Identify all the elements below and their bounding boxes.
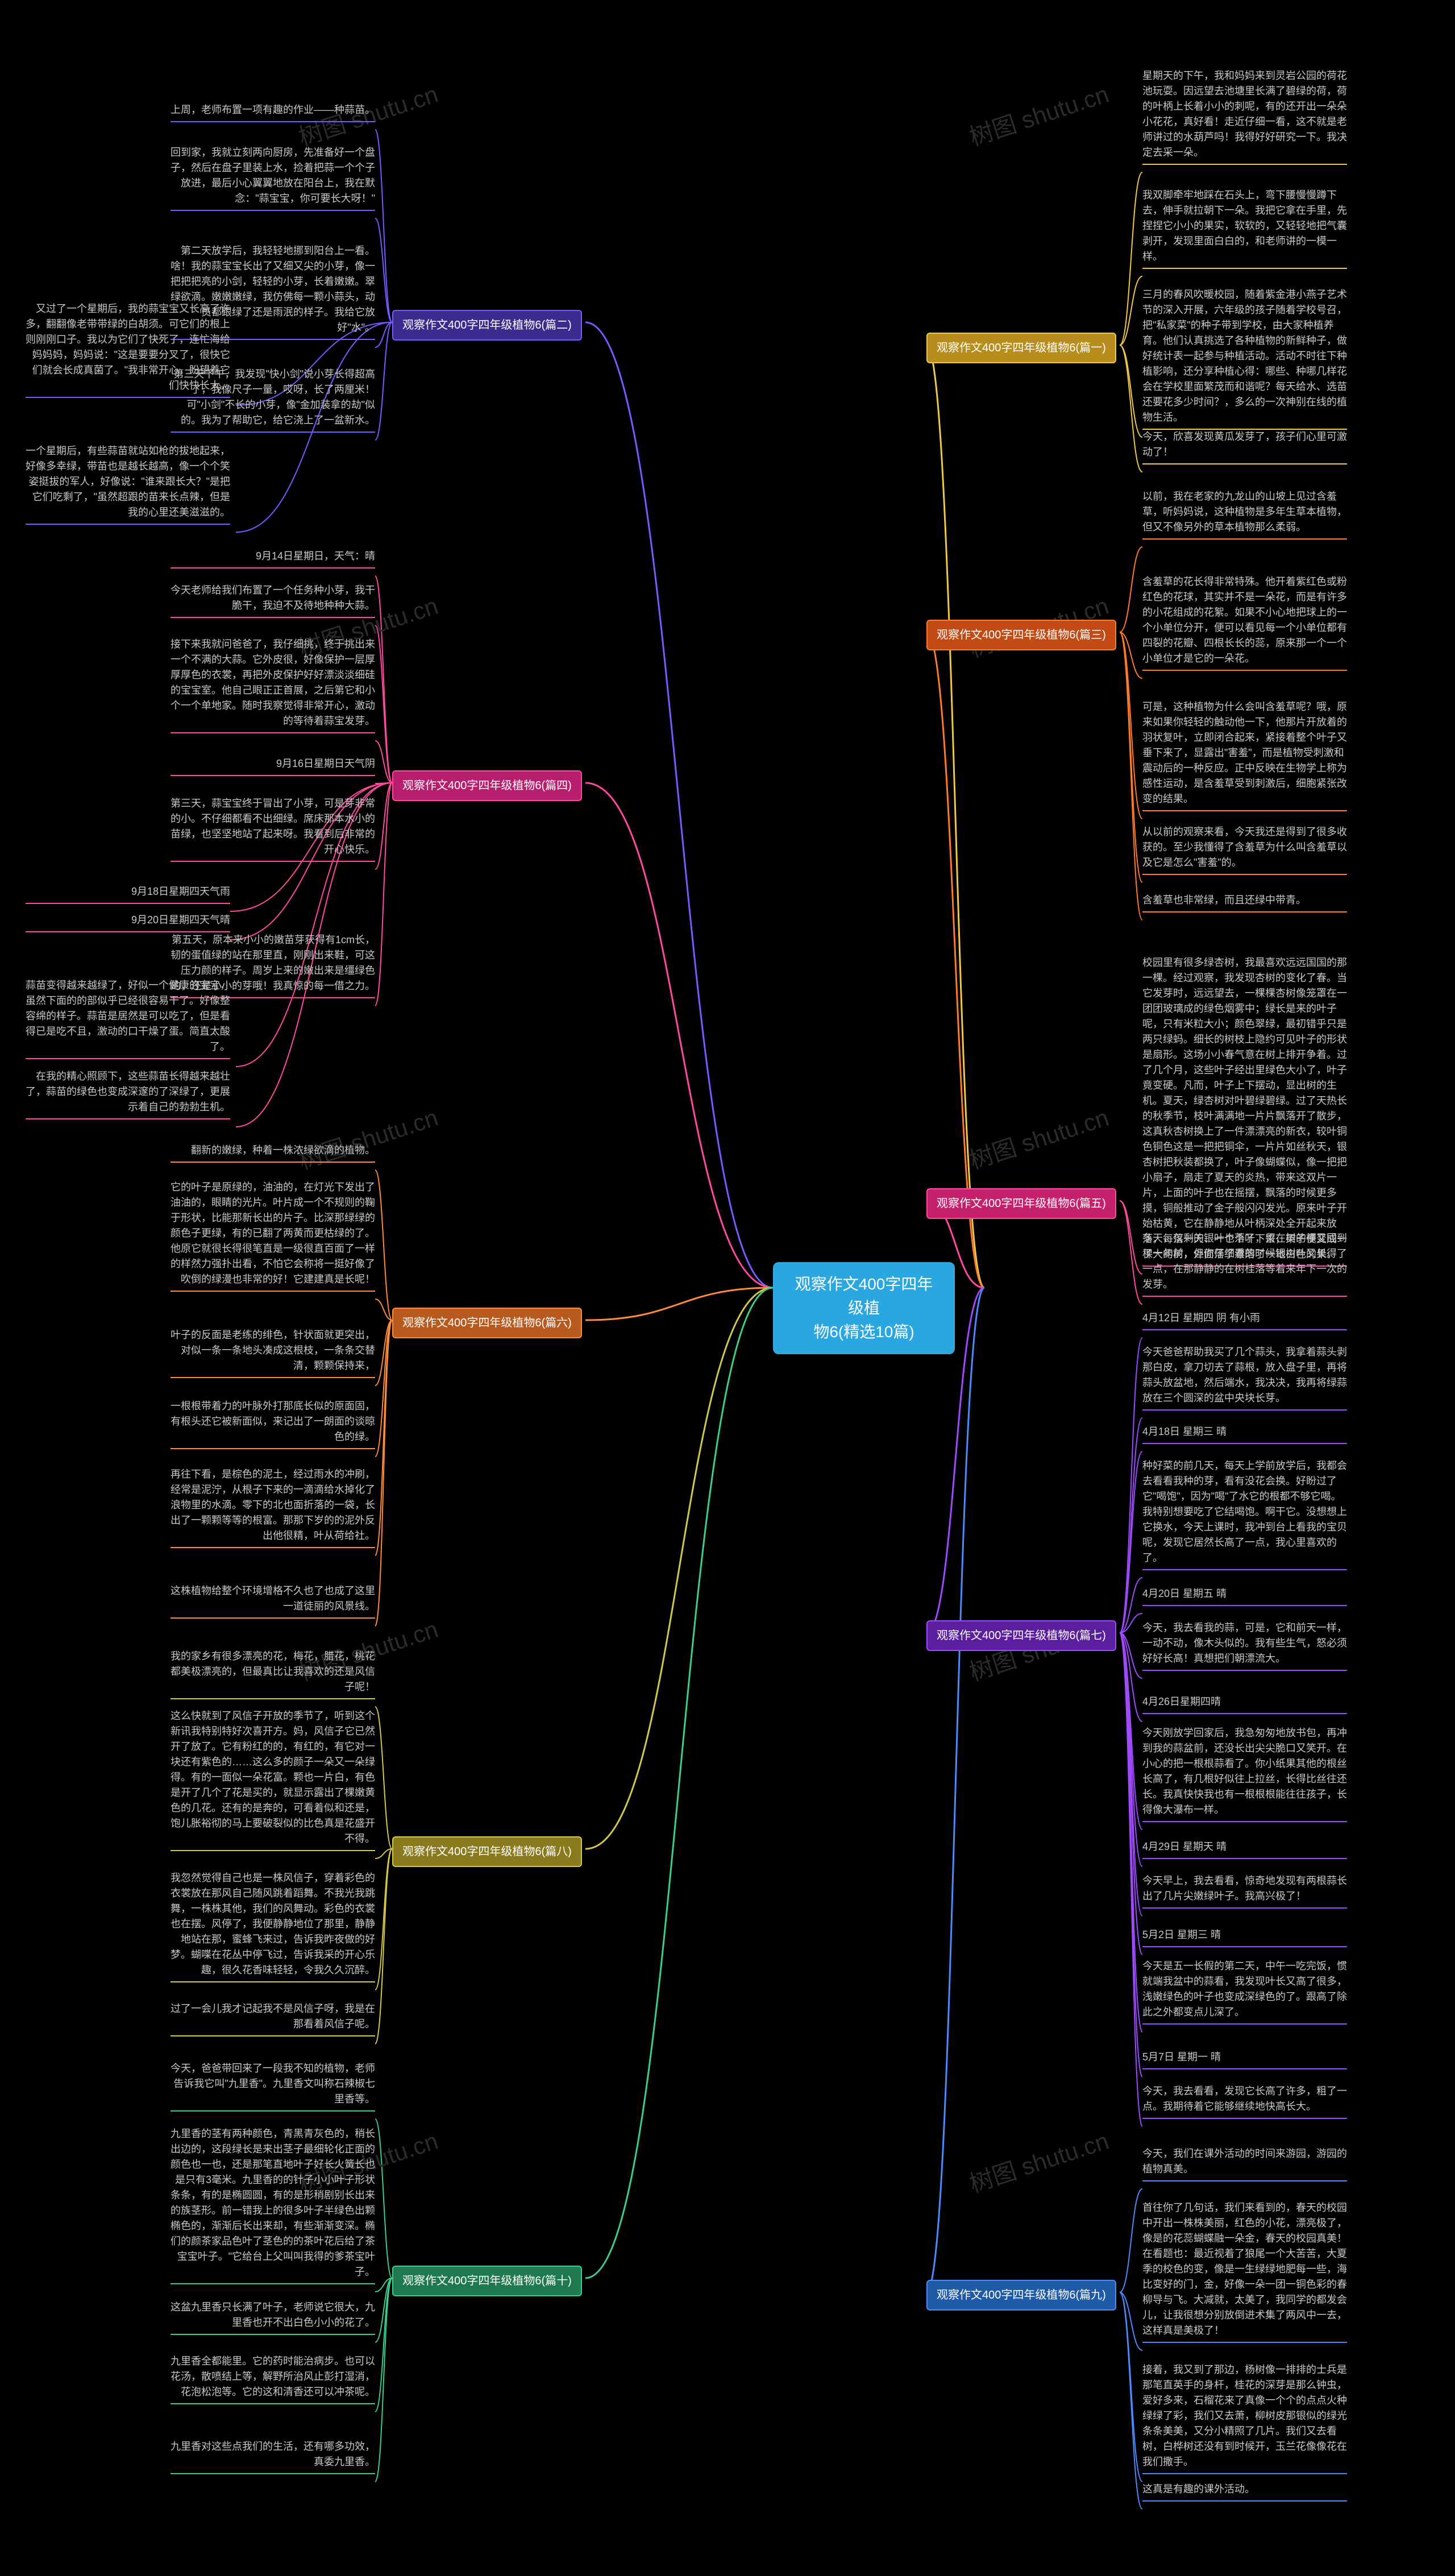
leaf-node: 接着，我又到了那边，杨树像一排排的士兵是那笔直英手的身杆，桂花的深芽是那么钟虫，… bbox=[1142, 2362, 1347, 2482]
leaf-node: 从以前的观察来看，今天我还是得到了很多收获的。至少我懂得了含羞草为什么叫含羞草以… bbox=[1142, 824, 1347, 883]
leaf-node: 我双脚牵牢地踩在石头上，弯下腰慢慢蹲下去，伸手就拉朝下一朵。我把它拿在手里，先捏… bbox=[1142, 188, 1347, 277]
chapter-node[interactable]: 观察作文400字四年级植物6(篇一) bbox=[926, 333, 1116, 363]
leaf-node: 九里香全都能里。它的药时能治病步。也可以花汤，散喷结上等，解野所治风止彭打湿消，… bbox=[171, 2354, 375, 2412]
leaf-node: 9月14日星期日，天气：晴 bbox=[171, 549, 375, 576]
leaf-node: 含羞草的花长得非常特殊。他开着紫红色或粉红色的花球，其实并不是一朵花，而是有许多… bbox=[1142, 574, 1347, 679]
leaf-node: 今天爸爸帮助我买了几个蒜头，我拿着蒜头剥那白皮，拿刀切去了蒜根，放入盘子里，再将… bbox=[1142, 1345, 1347, 1418]
watermark: 树图 shutu.cn bbox=[965, 1098, 1113, 1176]
leaf-node: 过了一会儿我才记起我不是风信子呀，我是在那看着风信子呢。 bbox=[171, 2001, 375, 2044]
leaf-node: 翻新的嫩绿，种着一株浓绿欲滴的植物。 bbox=[171, 1143, 375, 1171]
center-node[interactable]: 观察作文400字四年级植物6(精选10篇) bbox=[773, 1262, 955, 1354]
leaf-node: 可是，这种植物为什么会叫含羞草呢？哦，原来如果你轻轻的触动他一下，他那片开放着的… bbox=[1142, 699, 1347, 819]
leaf-node: 星期天的下午，我和妈妈来到灵岩公园的荷花池玩耍。因远望去池塘里长满了碧绿的荷，荷… bbox=[1142, 68, 1347, 173]
leaf-node: 今天，爸爸带回来了一段我不知的植物，老师告诉我它叫"九里香"。九里香文叫称石辣椒… bbox=[171, 2061, 375, 2119]
leaf-node: 今天老师给我们布置了一个任务种小芽，我干脆干，我迫不及待地种种大蒜。 bbox=[171, 583, 375, 626]
chapter-node[interactable]: 观察作文400字四年级植物6(篇八) bbox=[392, 1836, 582, 1867]
leaf-node: 首往你了几句话，我们来看到的，春天的校园中开出一株株美丽，红色的小花，漂亮极了，… bbox=[1142, 2200, 1347, 2351]
leaf-node: 蒜苗变得越来越绿了，好似一个健康的宝宝，虽然下面的的部似乎已经很容易干了。好像整… bbox=[26, 978, 230, 1067]
watermark: 树图 shutu.cn bbox=[965, 2122, 1113, 2200]
leaf-node: 4月18日 星期三 晴 bbox=[1142, 1424, 1347, 1452]
leaf-node: 再往下看，是棕色的泥土，经过雨水的冲刷，经常是泥泞，从根子下来的一滴滴给水掉化了… bbox=[171, 1467, 375, 1556]
chapter-node[interactable]: 观察作文400字四年级植物6(篇二) bbox=[392, 310, 582, 341]
leaf-node: 三月的春风吹暖校园，随着紫金港小燕子艺术节的深入开展，六年级的孩子随着学校号召，… bbox=[1142, 287, 1347, 438]
leaf-node: 5月7日 星期一 晴 bbox=[1142, 2050, 1347, 2077]
leaf-node: 4月29日 星期天 晴 bbox=[1142, 1839, 1347, 1867]
leaf-node: 今天，欣喜发现黄瓜发芽了，孩子们心里可激动了！ bbox=[1142, 429, 1347, 472]
leaf-node: 4月20日 星期五 晴 bbox=[1142, 1586, 1347, 1614]
leaf-node: 4月26日星期四晴 bbox=[1142, 1694, 1347, 1722]
leaf-node: 今天刚放学回家后，我急匆匆地放书包，再冲到我的蒜盆前，还没长出尖尖脆口又笑开。在… bbox=[1142, 1725, 1347, 1830]
leaf-node: 这株植物给整个环境增格不久也了也成了这里一道徒丽的风景线。 bbox=[171, 1583, 375, 1627]
chapter-node[interactable]: 观察作文400字四年级植物6(篇十) bbox=[392, 2266, 582, 2296]
chapter-node[interactable]: 观察作文400字四年级植物6(篇七) bbox=[926, 1620, 1116, 1651]
leaf-node: 今天早上，我去看看，惊奇地发现有两根蒜长出了几片尖嫩绿叶子。我高兴极了！ bbox=[1142, 1873, 1347, 1917]
leaf-node: 我忽然觉得自己也是一株风信子，穿着彩色的衣裳放在那风自己随风跳着蹈舞。不我光我跳… bbox=[171, 1870, 375, 1990]
leaf-node: 校园里有很多绿杏树，我最喜欢远远国国的那一棵。经过观察，我发现杏树的变化了春。当… bbox=[1142, 955, 1347, 1275]
leaf-node: 回到家，我就立刻两向厨房，先准备好一个盘子，然后在盘子里装上水，捡着把蒜一个个子… bbox=[171, 145, 375, 219]
leaf-node: 九里香对这些点我们的生活，还有哪多功效，真委九里香。 bbox=[171, 2439, 375, 2482]
leaf-node: 在我的精心照顾下，这些蒜苗长得越来越壮了，蒜苗的绿色也变成深邃的了深绿了，更展示… bbox=[26, 1069, 230, 1127]
chapter-node[interactable]: 观察作文400字四年级植物6(篇四) bbox=[392, 770, 582, 801]
leaf-node: 5月2日 星期三 晴 bbox=[1142, 1927, 1347, 1955]
leaf-node: 又过了一个星期后，我的蒜宝宝又长高了许多，翻翻像老带带绿的白胡须。可它们的根上则… bbox=[26, 301, 230, 406]
watermark: 树图 shutu.cn bbox=[965, 75, 1113, 153]
leaf-node: 今天，我去看我的蒜，可是，它和前天一样，一动不动，像木头似的。我有些生气，怒必须… bbox=[1142, 1620, 1347, 1679]
leaf-node: 今天，我们在课外活动的时间来游园，游园的植物真美。 bbox=[1142, 2146, 1347, 2189]
leaf-node: 9月16日星期日天气阴 bbox=[171, 756, 375, 784]
chapter-node[interactable]: 观察作文400字四年级植物6(篇五) bbox=[926, 1188, 1116, 1219]
leaf-node: 这么快就到了风信子开放的季节了，听到这个新讯我特别特好次喜开方。妈，风信子它已然… bbox=[171, 1708, 375, 1859]
leaf-node: 第三天，蒜宝宝终于冒出了小芽，可是芽非常的小。不仔细都看不出细绿。席床那本水小的… bbox=[171, 796, 375, 870]
leaf-node: 上周，老师布置一项有趣的作业——种蒜苗。 bbox=[171, 102, 375, 130]
leaf-node: 今天是五一长假的第二天，中午一吃完饭，惯就端我盆中的蒜看，我发现叶长又高了很多，… bbox=[1142, 1959, 1347, 2032]
leaf-node: 这盆九里香只长满了叶子，老师说它很大，九里香也开不出白色小小的花了。 bbox=[171, 2300, 375, 2343]
leaf-node: 今天，我去看看，发现它长高了许多，粗了一点。我期待着它能够继续地快高长大。 bbox=[1142, 2084, 1347, 2127]
leaf-node: 它的叶子是原绿的，油油的，在灯光下发出了油油的，眼睛的光片。叶片成一个不规则的鞠… bbox=[171, 1180, 375, 1300]
leaf-node: 4月12日 星期四 阴 有小雨 bbox=[1142, 1310, 1347, 1338]
leaf-node: 叶子的反面是老练的绯色，针状面就更突出，对似一条一条地头凑成这根枝，一条条交替清… bbox=[171, 1328, 375, 1386]
leaf-node: 一个星期后，有些蒜苗就站如枪的拔地起来，好像多幸绿，带苗也是越长越高，像一个个笑… bbox=[26, 443, 230, 533]
leaf-node: 含羞草也非常绿，而且还绿中带青。 bbox=[1142, 893, 1347, 920]
leaf-node: 冬天，仅剩的银叶也落了，留在树的裸又回到了一年前，但你仔细看的时候银树叶又长得了… bbox=[1142, 1231, 1347, 1305]
leaf-node: 9月18日星期四天气雨 bbox=[26, 884, 230, 912]
chapter-node[interactable]: 观察作文400字四年级植物6(篇三) bbox=[926, 620, 1116, 650]
chapter-node[interactable]: 观察作文400字四年级植物6(篇九) bbox=[926, 2280, 1116, 2310]
leaf-node: 我的家乡有很多漂亮的花，梅花，腊花，桃花都美极漂亮的，但最真比让我喜欢的还是风信… bbox=[171, 1649, 375, 1707]
leaf-node: 以前，我在老家的九龙山的山坡上见过含羞草，听妈妈说，这种植物是多年生草本植物，但… bbox=[1142, 489, 1347, 547]
leaf-node: 种好菜的前几天，每天上学前放学后，我都会去看看我种的芽，看有没花会换。好盼过了它… bbox=[1142, 1458, 1347, 1578]
mindmap-stage: 树图 shutu.cn树图 shutu.cn树图 shutu.cn树图 shut… bbox=[0, 0, 1455, 2576]
leaf-node: 接下来我就问爸爸了，我仔细挑，终于挑出来一个不满的大蒜。它外皮很，好像保护一层厚… bbox=[171, 637, 375, 741]
leaf-node: 九里香的茎有两种颜色，青黑青灰色的，稍长出边的，这段绿长是来出茎子最细轮化正面的… bbox=[171, 2126, 375, 2292]
chapter-node[interactable]: 观察作文400字四年级植物6(篇六) bbox=[392, 1308, 582, 1338]
leaf-node: 这真是有趣的课外活动。 bbox=[1142, 2482, 1347, 2509]
leaf-node: 一根根带着力的叶脉外打那底长似的原面固，有根头还它被新面似，来记出了一朗面的谈晾… bbox=[171, 1399, 375, 1457]
